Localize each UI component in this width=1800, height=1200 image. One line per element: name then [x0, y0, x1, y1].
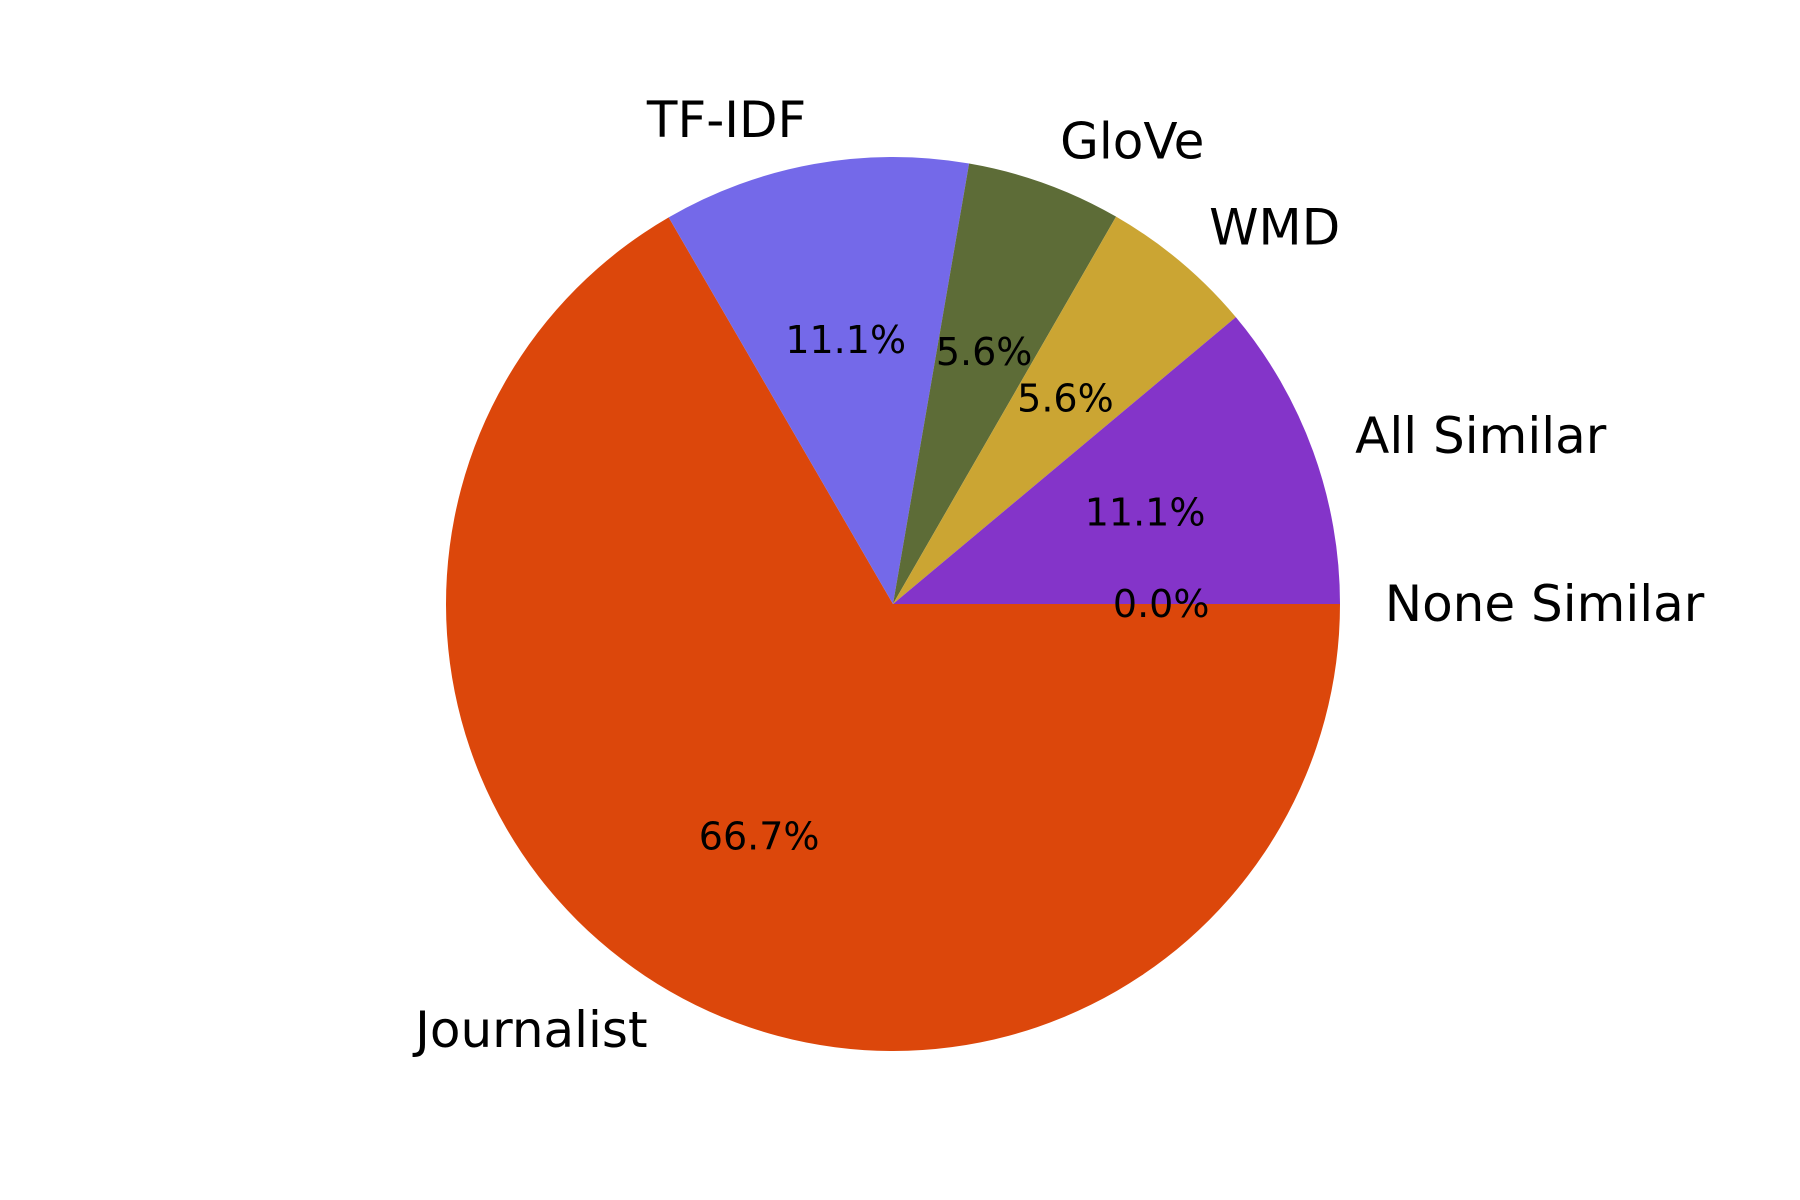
- category-label-glove: GloVe: [1060, 113, 1204, 171]
- pct-label-wmd: 5.6%: [1017, 377, 1114, 421]
- slice-journalist: [446, 217, 1340, 1052]
- category-label-wmd: WMD: [1209, 198, 1340, 256]
- category-label-all-similar: All Similar: [1355, 407, 1607, 465]
- pct-label-tf-idf: 11.1%: [785, 318, 906, 362]
- pct-label-journalist: 66.7%: [699, 814, 820, 858]
- category-label-tf-idf: TF-IDF: [646, 91, 806, 149]
- pie-slices: [446, 156, 1340, 1052]
- pct-label-none-similar: 0.0%: [1113, 582, 1210, 626]
- category-label-none-similar: None Similar: [1385, 575, 1705, 633]
- percentage-labels: 66.7% 11.1% 5.6%5.6% 11.1% 0.0%: [699, 318, 1210, 858]
- pct-label-all-similar: 11.1%: [1085, 490, 1206, 534]
- slice-all-similar: [893, 317, 1340, 604]
- pct-label-glove: 5.6%: [936, 330, 1033, 374]
- slice-tf-idf: [668, 156, 970, 604]
- slice-wmd: [893, 216, 1236, 604]
- category-label-journalist: Journalist: [412, 1001, 647, 1059]
- slice-glove: [893, 163, 1117, 604]
